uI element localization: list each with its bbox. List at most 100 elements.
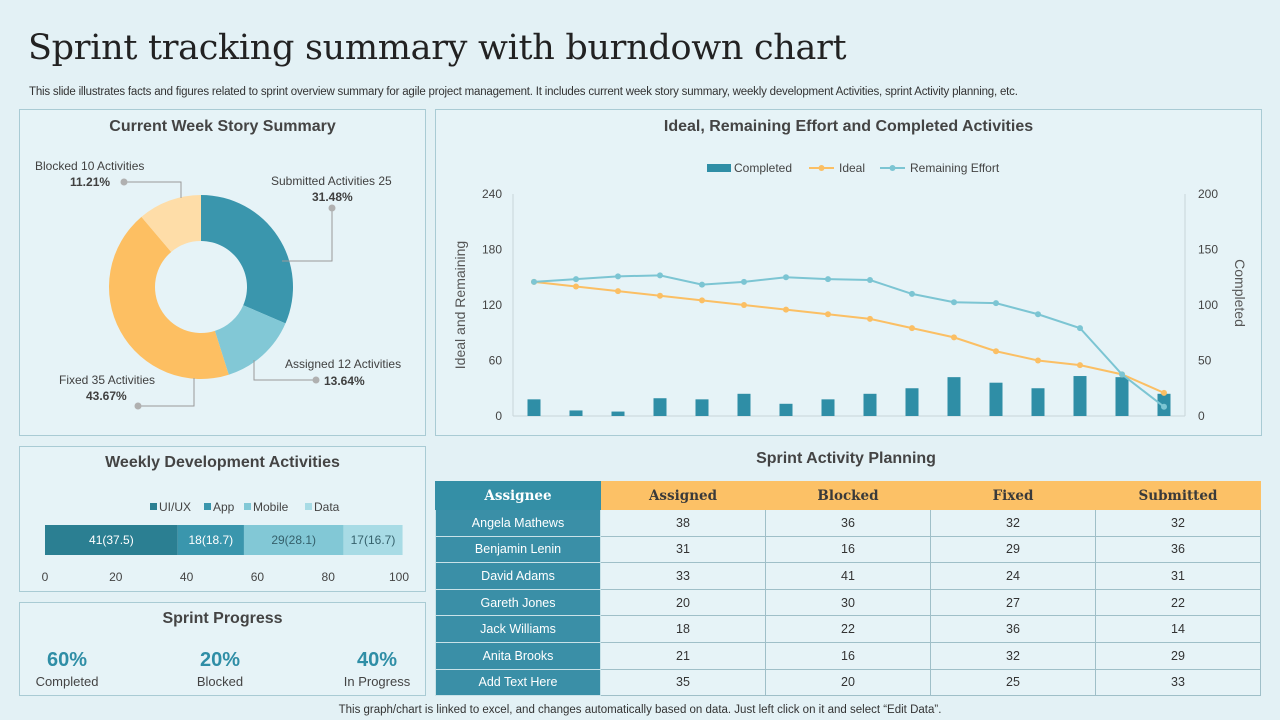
left-tick-240: 240 xyxy=(482,187,502,201)
remaining-line[interactable] xyxy=(533,274,1165,408)
donut-chart[interactable]: Blocked 10 Activities 11.21% Submitted A… xyxy=(20,110,425,435)
table-cell: 22 xyxy=(765,615,931,643)
remaining-point[interactable] xyxy=(699,281,705,288)
ideal-line[interactable] xyxy=(533,280,1165,394)
remaining-point[interactable] xyxy=(909,290,915,297)
completed-bar[interactable] xyxy=(905,388,919,416)
remaining-point[interactable] xyxy=(867,277,873,284)
remaining-point[interactable] xyxy=(825,276,831,283)
remaining-point[interactable] xyxy=(1119,371,1125,378)
completed-bar[interactable] xyxy=(821,399,835,416)
right-tick-100: 100 xyxy=(1198,298,1218,312)
ideal-point[interactable] xyxy=(615,288,621,295)
story-summary-panel: Current Week Story Summary Blocked 10 Ac… xyxy=(19,109,426,436)
completed-bar[interactable] xyxy=(989,382,1003,416)
wd-bar-label-app: 18(18.7) xyxy=(188,533,233,547)
remaining-point[interactable] xyxy=(783,274,789,281)
ideal-point[interactable] xyxy=(993,348,999,355)
wd-bar-uiux[interactable] xyxy=(45,525,178,555)
table-cell: 36 xyxy=(765,509,931,537)
donut-slice-submitted[interactable] xyxy=(201,195,294,324)
col-assigned[interactable]: Assigned xyxy=(600,481,766,510)
sprint-progress-panel: Sprint Progress 60% Completed 20% Blocke… xyxy=(19,602,426,696)
ideal-point[interactable] xyxy=(951,334,957,341)
remaining-point[interactable] xyxy=(573,276,579,283)
legend-swatch-mobile xyxy=(244,503,251,510)
table-cell: 22 xyxy=(1095,588,1261,617)
wd-tick-80: 80 xyxy=(322,570,336,584)
completed-bar[interactable] xyxy=(695,399,709,416)
completed-bar[interactable] xyxy=(779,403,793,416)
leader-blocked xyxy=(124,181,182,198)
ideal-point[interactable] xyxy=(867,315,873,322)
right-tick-200: 200 xyxy=(1198,187,1218,201)
col-assignee[interactable]: Assignee xyxy=(435,481,601,510)
story-summary-title: Current Week Story Summary xyxy=(109,118,336,135)
col-blocked[interactable]: Blocked xyxy=(765,481,931,510)
callout-fixed-label: Fixed 35 Activities xyxy=(59,373,155,387)
ideal-point[interactable] xyxy=(741,302,747,308)
donut-slice-assigned[interactable] xyxy=(214,305,286,375)
table-cell: 38 xyxy=(600,509,766,537)
burndown-chart[interactable]: Completed Ideal Remaining Effort 240 180 120… xyxy=(436,110,1261,435)
completed-bar[interactable] xyxy=(527,399,541,416)
callout-assigned-label: Assigned 12 Activities xyxy=(285,357,401,371)
progress-blocked-label: Blocked xyxy=(196,674,244,689)
completed-bar[interactable] xyxy=(611,411,625,416)
ideal-point[interactable] xyxy=(909,325,915,332)
table-cell: 16 xyxy=(765,535,931,564)
completed-bar[interactable] xyxy=(947,377,961,416)
remaining-point[interactable] xyxy=(1035,311,1041,318)
remaining-point[interactable] xyxy=(531,278,537,285)
ideal-point[interactable] xyxy=(699,297,705,304)
remaining-point[interactable] xyxy=(1077,325,1083,332)
page-subtitle: This slide illustrates facts and figures… xyxy=(29,86,1018,98)
completed-bar[interactable] xyxy=(737,393,751,416)
table-cell: 33 xyxy=(1095,668,1261,697)
wd-bar-data[interactable] xyxy=(343,525,403,555)
progress-blocked: 20% Blocked xyxy=(160,649,280,689)
planning-title: Sprint Activity Planning xyxy=(756,450,936,467)
completed-bar[interactable] xyxy=(1031,388,1045,416)
ideal-point[interactable] xyxy=(825,311,831,318)
callout-submitted-label: Submitted Activities 25 xyxy=(271,174,392,188)
left-tick-60: 60 xyxy=(489,354,503,368)
table-row: David Adams 33 41 24 31 xyxy=(435,562,1261,590)
donut-slice-blocked[interactable] xyxy=(141,195,201,252)
callout-fixed-pct: 43.67% xyxy=(86,389,127,403)
completed-bar[interactable] xyxy=(1073,376,1087,416)
remaining-point[interactable] xyxy=(1161,403,1167,410)
ideal-point[interactable] xyxy=(1077,362,1083,369)
remaining-point[interactable] xyxy=(741,278,747,285)
ideal-point[interactable] xyxy=(1035,357,1041,364)
completed-bar[interactable] xyxy=(569,410,583,416)
wd-bar-app[interactable] xyxy=(177,525,244,555)
completed-bar[interactable] xyxy=(1115,377,1129,416)
col-fixed[interactable]: Fixed xyxy=(930,481,1096,510)
remaining-point[interactable] xyxy=(993,300,999,307)
table-row: Gareth Jones 20 30 27 22 xyxy=(435,588,1261,617)
table-cell: 24 xyxy=(930,562,1096,590)
weekly-dev-panel: Weekly Development Activities UI/UX App Mo… xyxy=(19,446,426,592)
wd-bar-mobile[interactable] xyxy=(243,525,344,555)
weekly-dev-chart[interactable]: UI/UX App Mobile Data 41(37.5) 18(18.7) 29(28… xyxy=(20,447,425,591)
completed-bar[interactable] xyxy=(653,398,667,416)
planning-table: Assignee Assigned Blocked Fixed Submitte… xyxy=(435,481,1261,697)
remaining-point[interactable] xyxy=(657,272,663,279)
completed-bar[interactable] xyxy=(863,393,877,416)
ideal-point[interactable] xyxy=(573,283,579,290)
ideal-point[interactable] xyxy=(783,306,789,313)
callout-blocked-label: Blocked 10 Activities xyxy=(35,159,144,173)
page-title: Sprint tracking summary with burndown ch… xyxy=(28,28,847,68)
col-submitted[interactable]: Submitted xyxy=(1095,481,1261,510)
progress-in-progress-value: 40% xyxy=(356,649,398,671)
remaining-point[interactable] xyxy=(951,299,957,306)
progress-in-progress: 40% In Progress xyxy=(317,649,437,689)
legend-label-app: App xyxy=(213,500,235,514)
remaining-point[interactable] xyxy=(615,273,621,280)
table-cell: 32 xyxy=(1095,509,1261,537)
donut-slice-fixed[interactable] xyxy=(108,216,229,380)
callout-assigned-pct: 13.64% xyxy=(324,374,365,388)
ideal-point[interactable] xyxy=(1161,389,1167,396)
ideal-point[interactable] xyxy=(657,292,663,299)
